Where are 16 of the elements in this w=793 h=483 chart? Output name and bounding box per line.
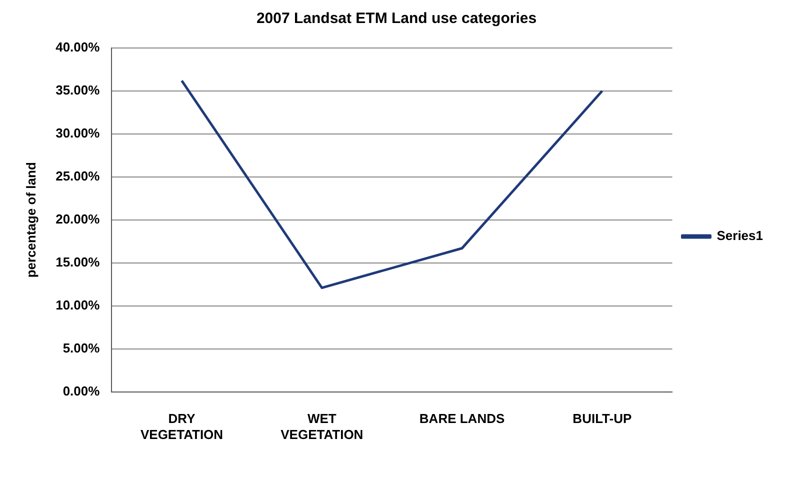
chart-title: 2007 Landsat ETM Land use categories xyxy=(256,10,537,28)
y-tick-label: 20.00% xyxy=(56,211,100,226)
y-tick-label: 25.00% xyxy=(56,168,100,184)
y-tick-label: 40.00% xyxy=(56,40,100,55)
y-tick-label: 5.00% xyxy=(62,340,100,356)
x-tick-label: WET VEGETATION xyxy=(280,411,364,442)
y-tick-label: 0.00% xyxy=(62,383,100,398)
y-tick-label: 30.00% xyxy=(56,126,100,141)
y-tick-label: 35.00% xyxy=(56,82,100,98)
x-tick-label: DRY VEGETATION xyxy=(140,411,224,442)
legend-label: Series1 xyxy=(716,228,764,244)
y-tick-label: 10.00% xyxy=(56,297,100,312)
x-tick-label: BUILT-UP xyxy=(572,411,632,426)
y-axis-title: percentage of land xyxy=(23,162,38,278)
x-tick-label: BARE LANDS xyxy=(419,411,505,426)
y-tick-label: 15.00% xyxy=(56,254,100,270)
